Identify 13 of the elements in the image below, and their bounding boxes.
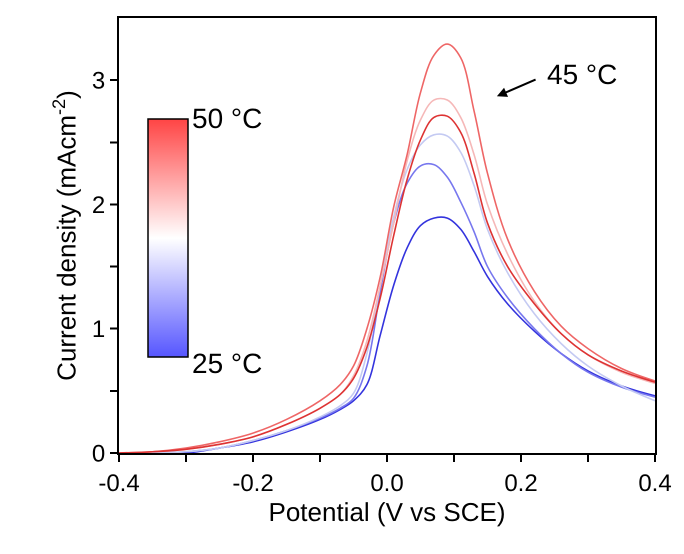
y-tick-label: 1 <box>92 316 106 344</box>
x-tick-label: 0.0 <box>370 470 404 497</box>
x-tick-label: -0.4 <box>98 470 140 497</box>
annotation: 25 °C <box>192 348 262 379</box>
y-tick-label: 2 <box>92 192 106 219</box>
x-tick-label: -0.2 <box>232 470 274 497</box>
x-tick-label: 0.4 <box>638 470 672 497</box>
annotation: 45 °C <box>547 59 618 90</box>
x-axis-title: Potential (V vs SCE) <box>268 496 506 527</box>
y-tick-label: 3 <box>92 68 106 95</box>
y-tick-label: 0 <box>92 440 106 468</box>
annotation: 50 °C <box>192 103 262 134</box>
x-tick-label: 0.2 <box>504 470 538 497</box>
